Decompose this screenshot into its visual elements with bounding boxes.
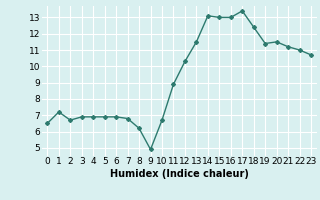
X-axis label: Humidex (Indice chaleur): Humidex (Indice chaleur) [110, 169, 249, 179]
